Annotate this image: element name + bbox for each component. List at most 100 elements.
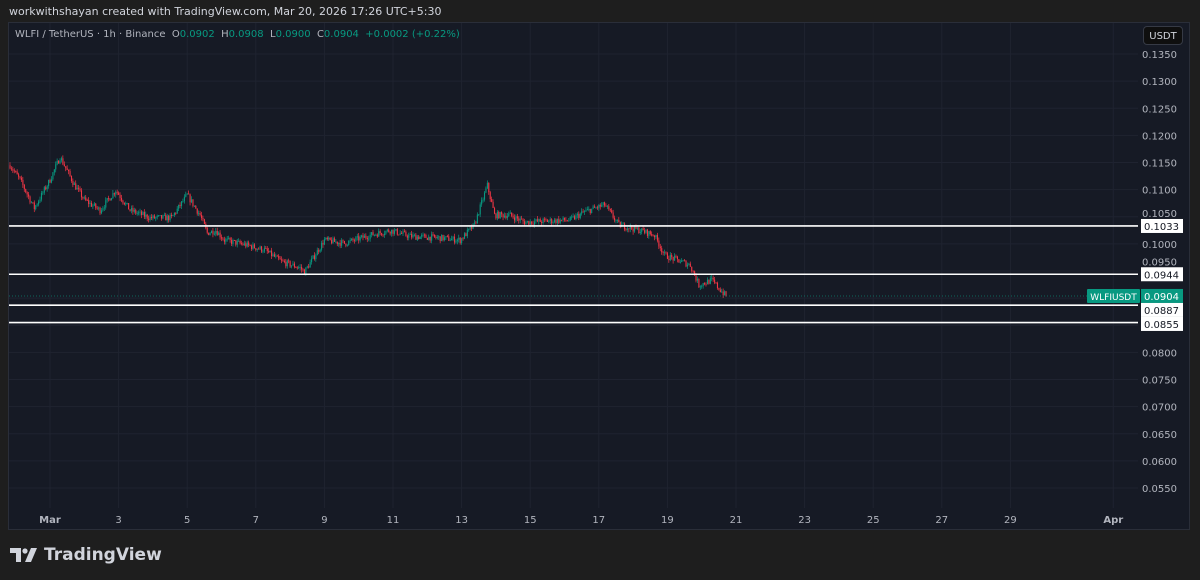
candle-body bbox=[611, 210, 613, 213]
symbol-info[interactable]: WLFI / TetherUS · 1h · Binance bbox=[15, 29, 166, 40]
candle-body bbox=[235, 240, 237, 245]
candle-body bbox=[381, 233, 383, 235]
candle-body bbox=[513, 217, 516, 221]
candle-body bbox=[75, 183, 77, 190]
candle-body bbox=[203, 219, 205, 224]
candle-body bbox=[329, 237, 331, 240]
candle-body bbox=[96, 207, 98, 209]
candle-body bbox=[562, 217, 564, 220]
candle-body bbox=[441, 234, 443, 242]
candle-body bbox=[105, 200, 107, 208]
candle-body bbox=[674, 255, 676, 261]
candle-body bbox=[491, 199, 493, 202]
candle-body bbox=[109, 198, 111, 201]
candle-body bbox=[634, 225, 636, 232]
candle-body bbox=[263, 248, 265, 252]
candle-body bbox=[401, 233, 403, 235]
candle-body bbox=[239, 240, 241, 244]
candle-body bbox=[542, 218, 544, 223]
y-tick-label: 0.1350 bbox=[1142, 50, 1177, 61]
candle-body bbox=[65, 166, 67, 169]
candle-body bbox=[594, 206, 596, 208]
candle-body bbox=[56, 160, 58, 165]
candle-body bbox=[415, 234, 417, 240]
candle-body bbox=[699, 286, 701, 288]
candle-body bbox=[9, 165, 11, 169]
candle-body bbox=[132, 208, 134, 212]
candle-body bbox=[478, 214, 480, 216]
candle-body bbox=[449, 240, 451, 242]
candle-body bbox=[283, 261, 285, 262]
x-tick-label: 11 bbox=[387, 515, 400, 526]
candle-body bbox=[148, 218, 150, 220]
candle-body bbox=[50, 179, 53, 183]
candle-body bbox=[226, 238, 228, 240]
candle-body bbox=[149, 216, 151, 220]
candle-body bbox=[278, 255, 280, 259]
candle-body bbox=[183, 196, 185, 202]
candle-body bbox=[49, 179, 51, 183]
candle-body bbox=[666, 253, 668, 259]
candle-body bbox=[88, 200, 90, 204]
candle-body bbox=[596, 207, 598, 209]
candle-body bbox=[90, 202, 93, 207]
y-tick-label: 0.0650 bbox=[1142, 430, 1177, 441]
x-tick-label: Apr bbox=[1103, 515, 1123, 526]
candle-body bbox=[52, 172, 54, 180]
candle-body bbox=[353, 240, 356, 242]
candle-body bbox=[614, 217, 616, 221]
candle-body bbox=[396, 229, 398, 235]
candle-body bbox=[352, 238, 354, 241]
tradingview-logo[interactable]: TradingView bbox=[10, 545, 162, 565]
candle-body bbox=[462, 238, 464, 240]
candle-body bbox=[592, 206, 594, 209]
last-price-label: 0.0904 bbox=[1144, 292, 1179, 303]
candle-body bbox=[685, 260, 687, 267]
candle-body bbox=[70, 176, 73, 182]
candle-body bbox=[265, 248, 267, 249]
candle-body bbox=[193, 205, 195, 207]
y-tick-label: 0.1150 bbox=[1142, 159, 1177, 170]
candle-body bbox=[318, 250, 320, 252]
candle-body bbox=[236, 240, 238, 245]
candle-body bbox=[62, 158, 64, 165]
tradingview-logo-icon bbox=[10, 548, 37, 562]
candle-body bbox=[598, 204, 600, 209]
candle-body bbox=[372, 232, 374, 236]
candle-body bbox=[59, 160, 61, 164]
candle-body bbox=[629, 225, 631, 230]
x-tick-label: 23 bbox=[798, 515, 811, 526]
candle-body bbox=[429, 236, 431, 241]
x-tick-label: 7 bbox=[253, 515, 259, 526]
candle-body bbox=[656, 234, 658, 241]
candle-body bbox=[189, 194, 191, 203]
currency-button[interactable]: USDT bbox=[1143, 26, 1183, 45]
candle-body bbox=[419, 236, 421, 239]
candle-body bbox=[46, 186, 48, 190]
candle-body bbox=[412, 234, 414, 238]
candle-body bbox=[118, 192, 120, 195]
candle-body bbox=[705, 284, 707, 286]
candle-body bbox=[642, 228, 644, 231]
candle-body bbox=[58, 160, 60, 164]
candle-body bbox=[582, 211, 584, 213]
candle-body bbox=[179, 204, 181, 207]
candle-body bbox=[159, 215, 161, 216]
candle-body bbox=[182, 201, 184, 203]
candle-body bbox=[83, 197, 85, 199]
candle-body bbox=[538, 219, 540, 222]
candle-body bbox=[106, 198, 108, 201]
candle-body bbox=[178, 204, 180, 209]
candle-body bbox=[541, 221, 543, 223]
candle-body bbox=[221, 237, 223, 239]
candle-body bbox=[622, 223, 624, 225]
candle-body bbox=[323, 239, 325, 245]
candle-body bbox=[23, 184, 25, 190]
candle-body bbox=[533, 221, 536, 225]
candle-body bbox=[645, 229, 647, 233]
candle-body bbox=[402, 231, 404, 234]
logo-text: TradingView bbox=[44, 545, 162, 565]
candle-body bbox=[208, 232, 210, 236]
candle-body bbox=[436, 237, 438, 238]
